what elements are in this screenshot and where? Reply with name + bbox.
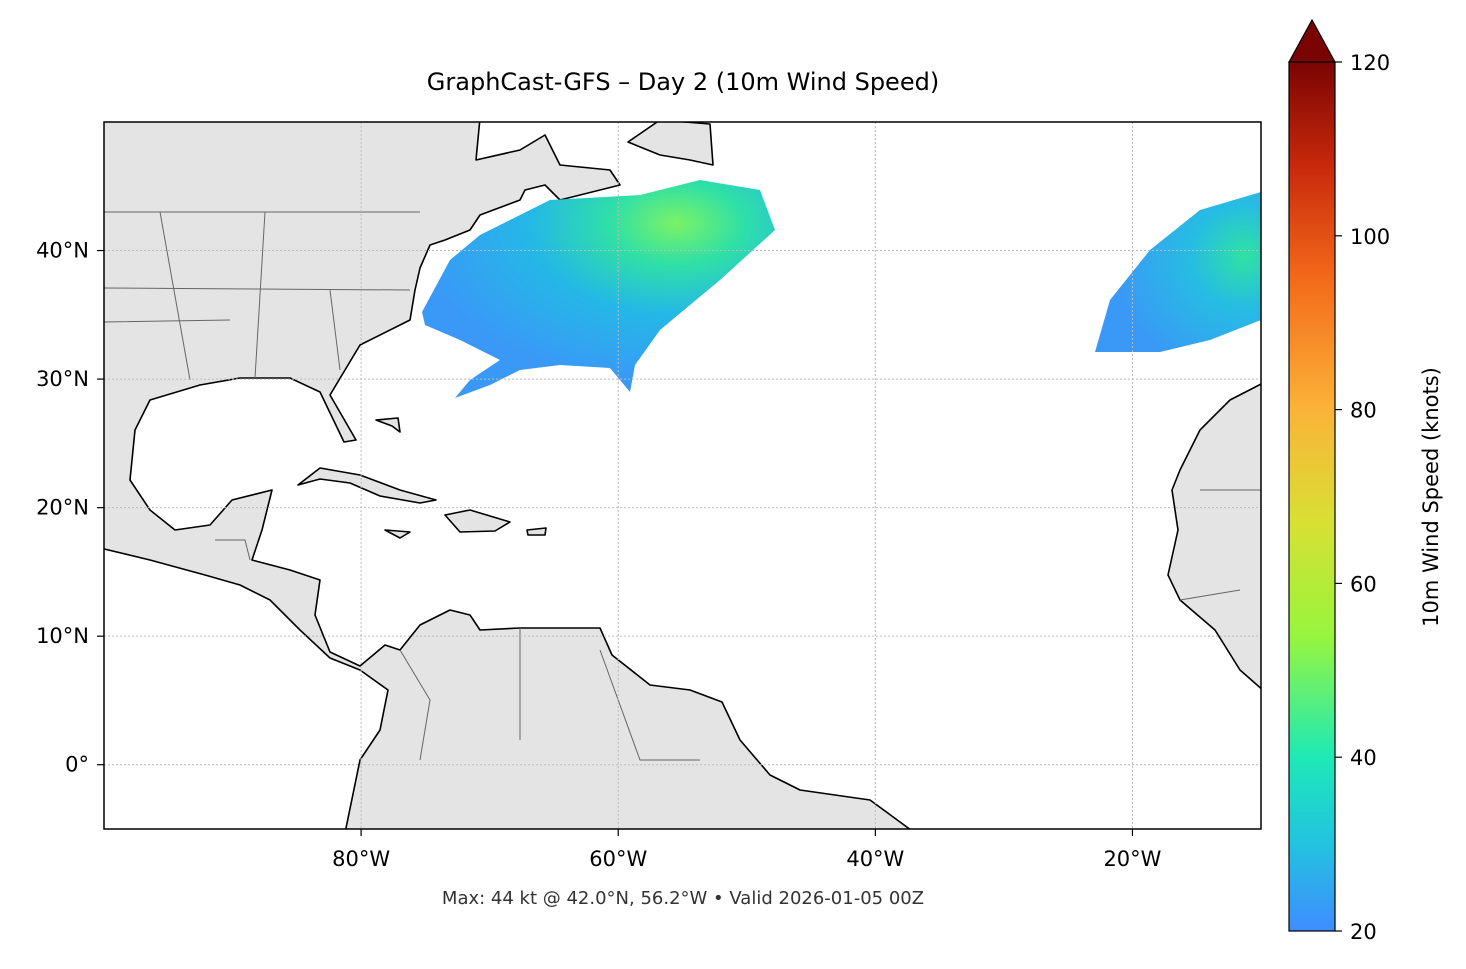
bahamas: [375, 417, 401, 433]
grid: [104, 122, 1261, 829]
puerto-rico: [526, 527, 547, 536]
wind-field: [1095, 192, 1261, 352]
colorbar-tick-label: 40: [1350, 746, 1377, 770]
y-tick-label: 20°N: [36, 496, 89, 520]
title: GraphCast-GFS – Day 2 (10m Wind Speed): [427, 68, 939, 96]
newfoundland: [627, 122, 714, 166]
x-tick-label: 80°W: [332, 847, 390, 871]
footer: Max: 44 kt @ 42.0°N, 56.2°W • Valid 2026…: [442, 888, 924, 909]
y-tick-label: 10°N: [36, 624, 89, 648]
y-tick-label: 40°N: [36, 239, 89, 263]
colorbar-tick-label: 80: [1350, 399, 1377, 423]
colorbar-tick-label: 100: [1350, 225, 1390, 249]
wind-field: [422, 180, 775, 398]
colorbar-tick-label: 120: [1350, 51, 1390, 75]
colorbar-extend: [1287, 18, 1337, 63]
colorbar-tick-label: 20: [1350, 920, 1377, 944]
africa: [1167, 383, 1261, 690]
colorbar-tick-label: 60: [1350, 572, 1377, 596]
y-tick-label: 30°N: [36, 367, 89, 391]
x-tick-label: 20°W: [1103, 847, 1161, 871]
hispaniola: [444, 509, 511, 533]
x-tick-label: 40°W: [846, 847, 904, 871]
jamaica: [384, 529, 411, 539]
americas: [104, 122, 911, 829]
map-frame: [103, 121, 1262, 830]
cuba: [297, 467, 437, 504]
borders: [104, 211, 1261, 761]
colorbar: [1288, 61, 1336, 932]
map-layers: [104, 122, 1261, 829]
x-tick-label: 60°W: [589, 847, 647, 871]
colorbar-label: 10m Wind Speed (knots): [1419, 367, 1443, 627]
y-tick-label: 0°: [65, 753, 89, 777]
